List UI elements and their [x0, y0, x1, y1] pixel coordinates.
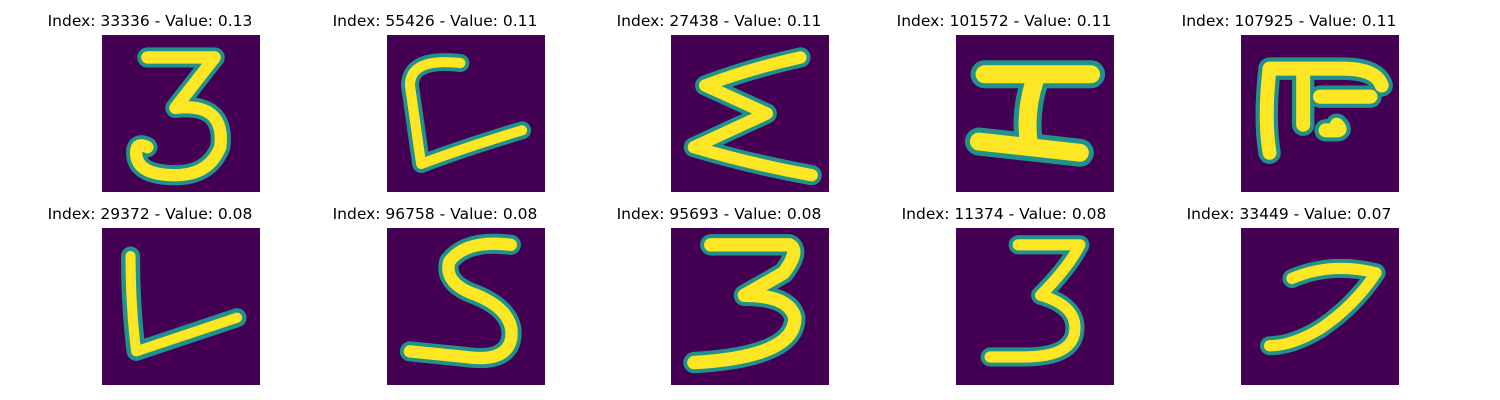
- panel-title: Index: 107925 - Value: 0.11: [1181, 12, 1397, 30]
- digit-image: [387, 228, 545, 385]
- digit-image: [387, 35, 545, 192]
- panel-4: Index: 101572 - Value: 0.11: [854, 0, 1154, 192]
- digit-five-image: [399, 233, 522, 369]
- panel-2: Index: 55426 - Value: 0.11: [285, 0, 585, 192]
- panel-title: Index: 29372 - Value: 0.08: [47, 205, 253, 223]
- digit-pi-image: [1255, 57, 1393, 164]
- panel-8: Index: 95693 - Value: 0.08: [569, 193, 869, 385]
- panel-title: Index: 95693 - Value: 0.08: [616, 205, 822, 223]
- digit-three-image: [980, 235, 1090, 367]
- panel-9: Index: 11374 - Value: 0.08: [854, 193, 1154, 385]
- digit-image: [102, 228, 260, 385]
- digit-l-curl-image: [400, 53, 532, 173]
- digit-image: [102, 35, 260, 192]
- panel-title: Index: 96758 - Value: 0.08: [332, 205, 538, 223]
- digit-image: [1241, 228, 1399, 385]
- panel-title: Index: 27438 - Value: 0.11: [616, 12, 822, 30]
- panel-1: Index: 33336 - Value: 0.13: [0, 0, 300, 192]
- panel-title: Index: 55426 - Value: 0.11: [332, 12, 538, 30]
- digit-image: [671, 35, 829, 192]
- digit-image: [956, 35, 1114, 192]
- panel-6: Index: 29372 - Value: 0.08: [0, 193, 300, 385]
- panel-3: Index: 27438 - Value: 0.11: [569, 0, 869, 192]
- panel-title: Index: 33336 - Value: 0.13: [47, 12, 253, 30]
- digit-seven-image: [1260, 258, 1386, 356]
- digit-three-image: [126, 47, 231, 186]
- digit-image: [956, 228, 1114, 385]
- digit-sigma-image: [683, 47, 822, 186]
- digit-three-image: [683, 234, 806, 374]
- digit-l-shape-image: [121, 246, 247, 361]
- panel-title: Index: 11374 - Value: 0.08: [901, 205, 1107, 223]
- panel-title: Index: 33449 - Value: 0.07: [1186, 205, 1392, 223]
- digit-image: [671, 228, 829, 385]
- panel-7: Index: 96758 - Value: 0.08: [285, 193, 585, 385]
- digit-i-beam-image: [964, 60, 1106, 167]
- digit-image: [1241, 35, 1399, 192]
- panel-5: Index: 107925 - Value: 0.11: [1139, 0, 1439, 192]
- panel-10: Index: 33449 - Value: 0.07: [1139, 193, 1439, 385]
- panel-title: Index: 101572 - Value: 0.11: [896, 12, 1112, 30]
